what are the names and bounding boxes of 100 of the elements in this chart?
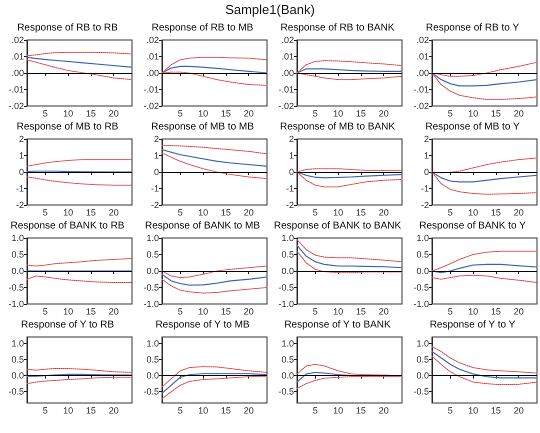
y-tick-label: 1.0 xyxy=(281,233,294,243)
y-tick-label: 1.0 xyxy=(146,233,159,243)
chart-title: Response of MB to Y xyxy=(425,122,520,132)
x-tick-label: 20 xyxy=(514,208,524,218)
y-tick-label: 0.0 xyxy=(11,370,24,381)
y-tick-label: -.01 xyxy=(143,84,159,94)
x-tick-label: 10 xyxy=(198,208,208,218)
y-tick-label: .00 xyxy=(146,68,159,78)
x-tick-label: 5 xyxy=(312,306,318,316)
x-tick-label: 15 xyxy=(220,406,231,416)
x-tick-label: 15 xyxy=(220,306,231,316)
x-tick-label: 5 xyxy=(448,306,453,316)
y-tick-label: 0.0 xyxy=(146,370,159,381)
y-tick-label: -2 xyxy=(16,200,24,210)
x-tick-label: 15 xyxy=(86,306,96,316)
y-tick-label: 1.0 xyxy=(416,338,429,348)
x-tick-label: 10 xyxy=(63,208,74,218)
x-tick-label: 10 xyxy=(333,306,344,316)
y-tick-label: 2 xyxy=(288,134,294,144)
x-tick-label: 20 xyxy=(378,406,389,416)
chart-title: Response of MB to RB xyxy=(16,122,119,132)
x-tick-label: 5 xyxy=(178,406,183,416)
x-tick-label: 15 xyxy=(220,108,231,118)
y-tick-label: 0.5 xyxy=(11,250,24,260)
chart-title: Response of BANK to Y xyxy=(419,220,526,232)
chart-title: Response of BANK to RB xyxy=(10,220,125,232)
x-tick-label: 5 xyxy=(448,406,453,416)
y-tick-label: -.02 xyxy=(413,101,429,111)
y-tick-label: -0.5 xyxy=(143,386,159,397)
x-tick-label: 15 xyxy=(490,208,501,218)
y-tick-label: 0.5 xyxy=(11,354,24,365)
y-tick-label: 1.0 xyxy=(11,338,24,348)
y-tick-label: -2 xyxy=(150,200,159,210)
x-tick-label: 15 xyxy=(490,108,501,118)
y-tick-label: 2 xyxy=(154,134,159,144)
x-tick-label: 20 xyxy=(378,306,389,316)
x-tick-label: 5 xyxy=(178,208,183,218)
y-tick-label: -0.5 xyxy=(143,282,159,292)
y-tick-label: 1.0 xyxy=(281,338,294,348)
x-tick-label: 20 xyxy=(244,406,254,416)
x-tick-label: 20 xyxy=(514,406,524,416)
x-tick-label: 5 xyxy=(312,208,318,218)
y-tick-label: 0.0 xyxy=(281,266,294,276)
x-tick-label: 15 xyxy=(356,108,366,118)
y-tick-label: .02 xyxy=(281,35,294,45)
y-tick-label: .01 xyxy=(146,52,159,62)
y-tick-label: -1 xyxy=(16,184,24,194)
x-tick-label: 5 xyxy=(178,108,183,118)
y-tick-label: 0.5 xyxy=(416,354,429,365)
y-tick-label: -0.5 xyxy=(278,282,294,292)
y-tick-label: 0.5 xyxy=(281,354,294,365)
y-tick-label: -.01 xyxy=(8,84,24,94)
x-tick-label: 15 xyxy=(220,208,231,218)
y-tick-label: -1 xyxy=(420,184,429,194)
y-tick-label: .00 xyxy=(11,68,24,78)
y-tick-label: -.02 xyxy=(278,101,294,111)
x-tick-label: 15 xyxy=(86,108,96,118)
y-tick-label: 1 xyxy=(424,150,429,160)
x-tick-label: 10 xyxy=(468,406,478,416)
y-tick-label: 0 xyxy=(154,167,159,177)
x-tick-label: 15 xyxy=(356,306,366,316)
y-tick-label: -.02 xyxy=(143,101,159,111)
y-tick-label: 1 xyxy=(18,150,24,160)
y-tick-label: .01 xyxy=(416,52,429,62)
chart-title: Response of RB to MB xyxy=(152,22,254,34)
chart-title: Response of Y to Y xyxy=(430,320,516,330)
x-tick-label: 10 xyxy=(468,208,478,218)
x-tick-label: 5 xyxy=(448,108,453,118)
y-tick-label: 0.5 xyxy=(416,250,429,260)
x-tick-label: 10 xyxy=(63,406,74,416)
y-tick-label: 0.0 xyxy=(146,266,159,276)
y-tick-label: 0.5 xyxy=(146,354,159,365)
chart-title: Response of MB to BANK xyxy=(280,122,396,132)
y-tick-label: -2 xyxy=(420,200,429,210)
x-tick-label: 10 xyxy=(333,108,344,118)
y-tick-label: 1 xyxy=(288,150,294,160)
x-tick-label: 5 xyxy=(42,108,48,118)
chart-title: Response of MB to MB xyxy=(151,122,254,132)
chart-title: Response of Y to RB xyxy=(20,320,114,330)
x-tick-label: 5 xyxy=(42,208,48,218)
x-tick-label: 10 xyxy=(333,208,344,218)
y-tick-label: .02 xyxy=(11,35,24,45)
x-tick-label: 20 xyxy=(108,406,119,416)
y-tick-label: 0.0 xyxy=(281,370,294,381)
x-tick-label: 20 xyxy=(108,306,119,316)
x-tick-label: 20 xyxy=(244,208,254,218)
y-tick-label: 0 xyxy=(288,167,294,177)
x-tick-label: 20 xyxy=(108,108,119,118)
y-tick-label: .00 xyxy=(416,68,429,78)
y-tick-label: -.02 xyxy=(8,101,24,111)
y-tick-label: -0.5 xyxy=(8,282,24,292)
x-tick-label: 15 xyxy=(490,406,501,416)
x-tick-label: 5 xyxy=(42,306,48,316)
x-tick-label: 5 xyxy=(42,406,48,416)
x-tick-label: 5 xyxy=(178,306,183,316)
chart-title: Response of RB to BANK xyxy=(280,22,395,34)
chart-title: Response of Y to MB xyxy=(155,320,250,330)
x-tick-label: 5 xyxy=(312,108,318,118)
x-tick-label: 20 xyxy=(244,306,254,316)
y-tick-label: -0.5 xyxy=(413,282,429,292)
